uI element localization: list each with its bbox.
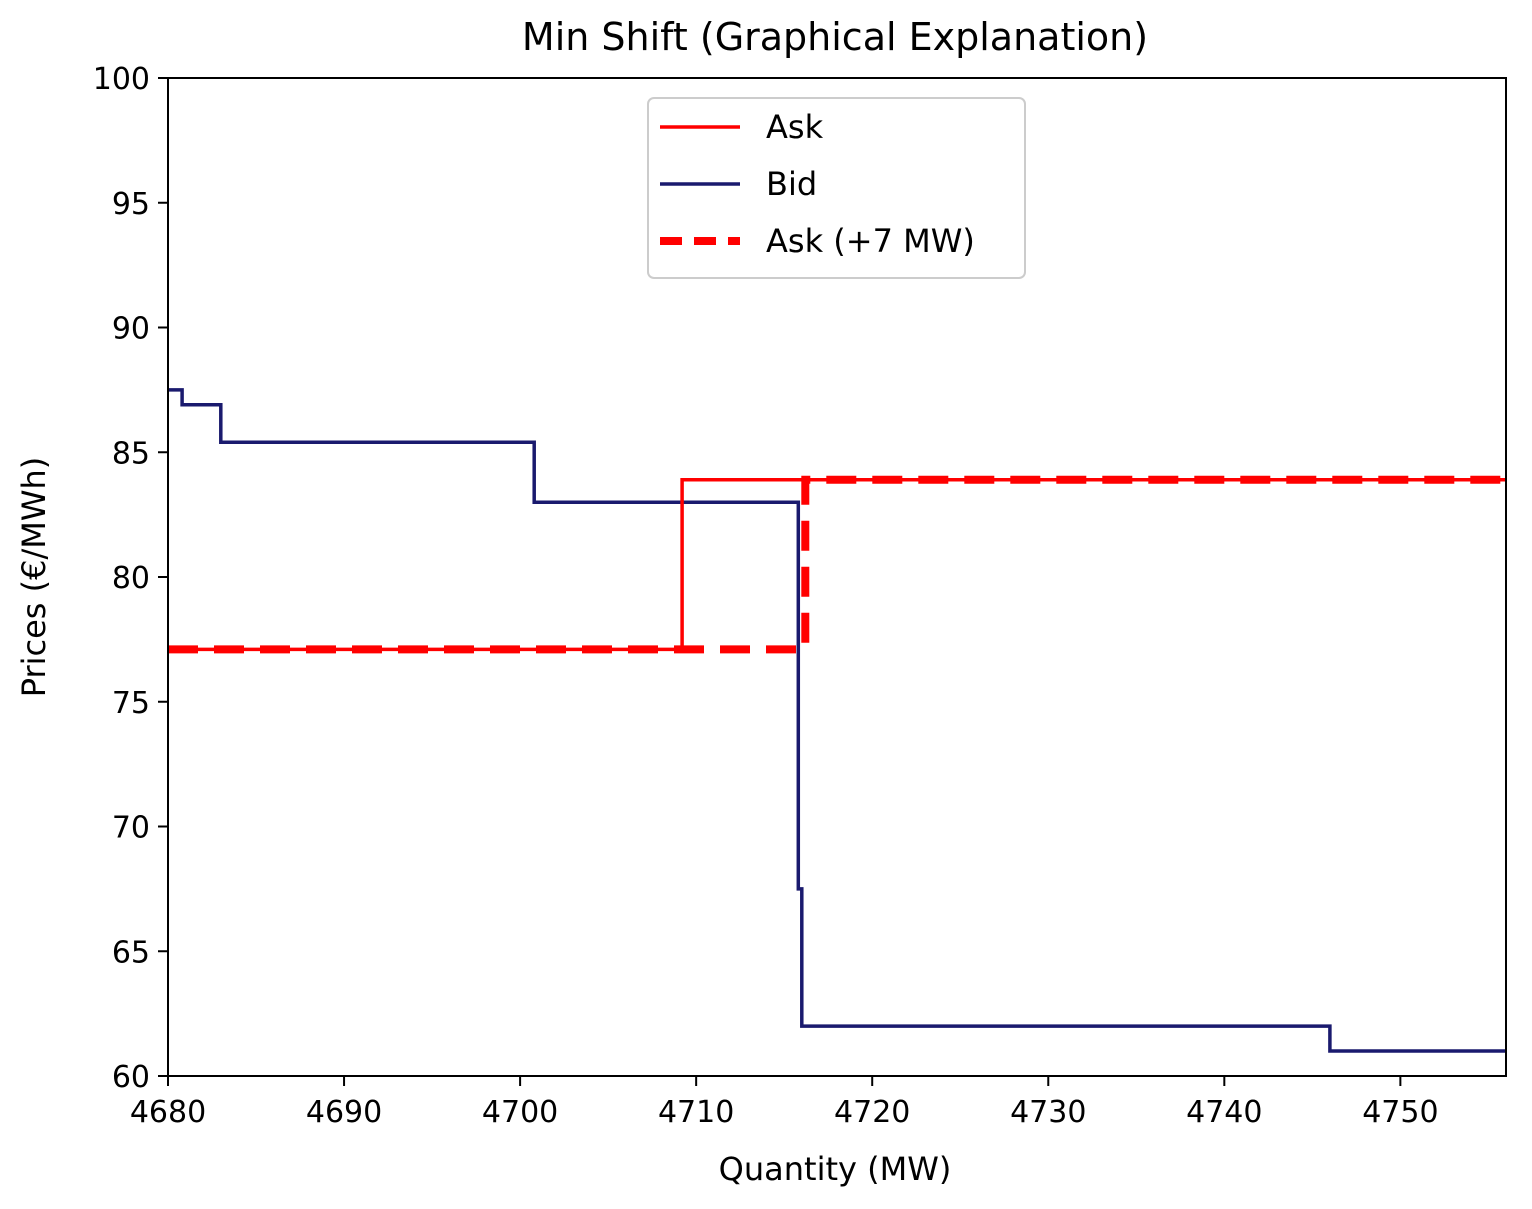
y-tick-label: 70	[112, 811, 150, 846]
legend-label-bid: Bid	[766, 165, 817, 203]
y-tick-label: 60	[112, 1060, 150, 1095]
plot-lines	[168, 388, 1506, 1053]
chart-title: Min Shift (Graphical Explanation)	[522, 15, 1148, 59]
y-axis-label: Prices (€/MWh)	[15, 457, 53, 698]
x-tick-label: 4710	[658, 1095, 734, 1130]
x-tick-label: 4730	[1010, 1095, 1086, 1130]
legend-label-ask: Ask	[766, 108, 824, 146]
x-axis-label: Quantity (MW)	[719, 1150, 952, 1188]
x-ticks: 4680 4690 4700 4710 4720 4730 4740 4750	[130, 1076, 1439, 1130]
x-tick-label: 4700	[482, 1095, 558, 1130]
x-tick-label: 4720	[834, 1095, 910, 1130]
y-tick-label: 100	[93, 62, 150, 97]
y-tick-label: 95	[112, 187, 150, 222]
x-tick-label: 4680	[130, 1095, 206, 1130]
x-tick-label: 4740	[1186, 1095, 1262, 1130]
y-tick-label: 65	[112, 935, 150, 970]
y-tick-label: 75	[112, 686, 150, 721]
series-ask-shifted-line	[168, 475, 1506, 654]
y-tick-label: 90	[112, 312, 150, 347]
y-tick-label: 85	[112, 436, 150, 471]
x-tick-label: 4750	[1362, 1095, 1438, 1130]
y-tick-label: 80	[112, 561, 150, 596]
legend-box	[647, 97, 1026, 279]
y-ticks: 60 65 70 75 80 85 90 95 100	[93, 62, 168, 1095]
series-bid-line	[168, 388, 1506, 1053]
legend-label-ask-shifted: Ask (+7 MW)	[766, 222, 975, 260]
legend: Ask Bid Ask (+7 MW)	[647, 97, 1026, 279]
x-tick-label: 4690	[306, 1095, 382, 1130]
